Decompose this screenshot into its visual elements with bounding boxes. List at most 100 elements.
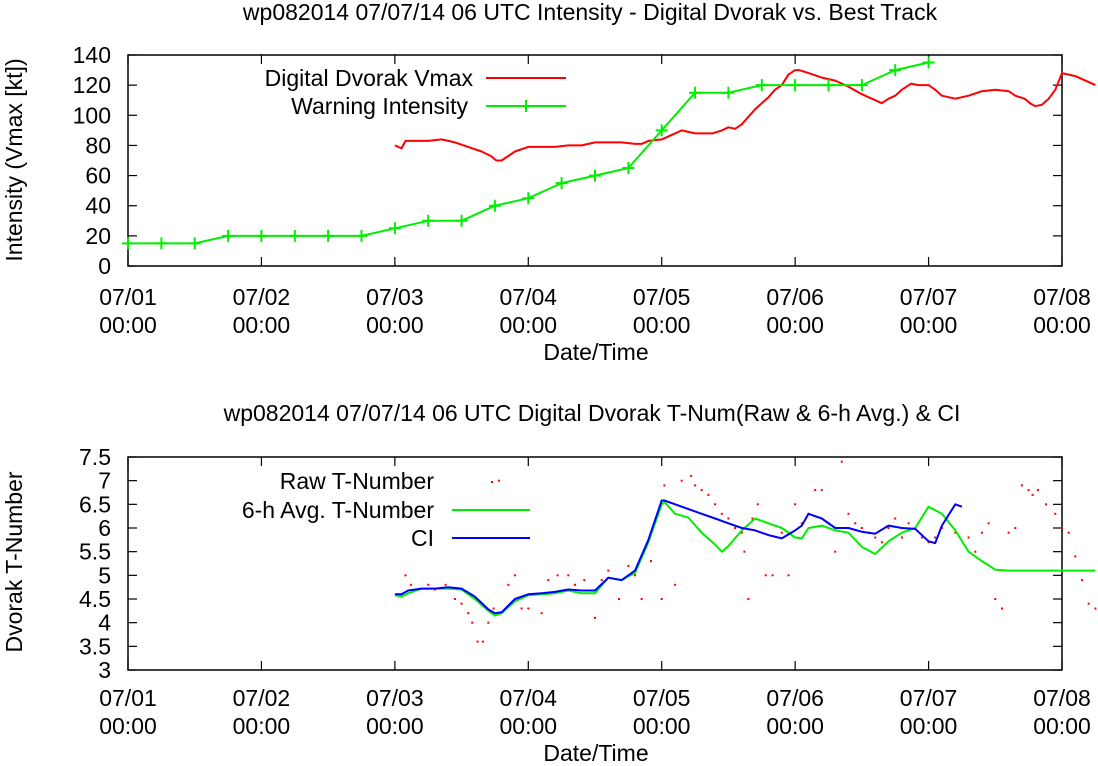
raw-tnumber-point <box>967 536 970 539</box>
x-tick-label-date: 07/08 <box>1033 284 1091 310</box>
raw-tnumber-point <box>707 493 710 496</box>
raw-tnumber-point <box>409 583 412 586</box>
raw-tnumber-point <box>920 536 923 539</box>
raw-tnumber-point <box>1014 527 1017 529</box>
raw-tnumber-point <box>520 607 523 610</box>
raw-tnumber-point <box>714 503 717 506</box>
y-tick-label: 0 <box>98 253 111 279</box>
raw-tnumber-point <box>907 522 910 525</box>
raw-tnumber-point <box>1001 607 1003 610</box>
legend-label-6h-avg: 6-h Avg. T-Number <box>242 497 435 523</box>
series-point-warning-intensity <box>855 79 868 92</box>
raw-tnumber-point <box>747 598 750 600</box>
x-tick-label-date: 07/08 <box>1033 685 1091 711</box>
intensity-axis-ticks: 07/0100:0007/0200:0007/0300:0007/0400:00… <box>73 42 1091 338</box>
series-point-warning-intensity <box>922 56 935 69</box>
raw-tnumber-point <box>634 574 636 577</box>
raw-tnumber-point <box>727 517 730 520</box>
x-tick-label-date: 07/07 <box>900 284 958 310</box>
y-tick-label: 140 <box>73 42 111 68</box>
y-tick-label: 80 <box>85 132 111 158</box>
raw-tnumber-point <box>660 598 663 600</box>
series-point-warning-intensity <box>822 79 835 92</box>
raw-tnumber-point <box>820 489 823 492</box>
x-tick-label-date: 07/05 <box>633 685 691 711</box>
tnumber-series-layer <box>394 460 1097 643</box>
raw-tnumber-point <box>847 512 850 515</box>
x-tick-label-time: 00:00 <box>366 713 424 739</box>
raw-tnumber-point <box>540 612 543 615</box>
raw-tnumber-point <box>567 574 570 577</box>
x-tick-label-time: 00:00 <box>233 312 291 338</box>
series-point-warning-intensity <box>122 237 134 250</box>
raw-tnumber-point <box>874 536 877 539</box>
legend-label-warning-intensity: Warning Intensity <box>291 93 468 119</box>
series-point-warning-intensity <box>488 199 501 212</box>
raw-tnumber-point <box>694 484 697 487</box>
raw-tnumber-point <box>734 527 737 529</box>
intensity-chart: wp082014 07/07/14 06 UTC Intensity - Dig… <box>1 0 1096 365</box>
raw-tnumber-point <box>1031 493 1034 496</box>
legend-label-ci: CI <box>411 525 434 551</box>
series-point-warning-intensity <box>388 222 401 235</box>
raw-tnumber-point <box>481 640 484 643</box>
raw-tnumber-point <box>1061 527 1063 529</box>
y-tick-label: 7.5 <box>79 444 111 470</box>
raw-tnumber-point <box>880 541 883 544</box>
raw-tnumber-point <box>497 479 500 482</box>
raw-tnumber-point <box>756 503 759 506</box>
raw-tnumber-point <box>583 579 586 582</box>
x-tick-label-date: 07/01 <box>99 284 157 310</box>
legend-marker-warning-intensity <box>520 100 532 112</box>
x-tick-label-time: 00:00 <box>1033 312 1091 338</box>
raw-tnumber-point <box>740 531 743 534</box>
raw-tnumber-point <box>453 598 456 600</box>
raw-tnumber-point <box>467 612 470 615</box>
raw-tnumber-point <box>1067 531 1070 534</box>
x-tick-label-time: 00:00 <box>500 312 558 338</box>
series-point-warning-intensity <box>589 169 601 182</box>
series-point-warning-intensity <box>422 214 435 227</box>
raw-tnumber-point <box>650 560 652 563</box>
intensity-legend: Digital Dvorak Vmax Warning Intensity <box>265 65 566 119</box>
tnumber-axis-ticks: 07/0100:0007/0200:0007/0300:0007/0400:00… <box>79 444 1091 739</box>
raw-tnumber-point <box>720 512 723 515</box>
series-point-warning-intensity <box>689 86 702 99</box>
raw-tnumber-point <box>1007 531 1010 534</box>
series-point-warning-intensity <box>355 229 368 242</box>
series-line-warning-intensity <box>128 61 929 245</box>
raw-tnumber-point <box>607 569 610 572</box>
series-point-warning-intensity <box>455 214 468 227</box>
raw-tnumber-point <box>987 522 990 525</box>
y-tick-label: 5 <box>98 562 111 588</box>
series-line-digital-dvorak-vmax <box>394 69 1096 162</box>
x-tick-label-time: 00:00 <box>366 312 424 338</box>
intensity-plot-frame <box>127 54 1063 267</box>
tnumber-chart-ylabel: Dvorak T-Number <box>1 471 27 652</box>
raw-tnumber-point <box>794 503 797 506</box>
x-tick-label-time: 00:00 <box>99 713 157 739</box>
tnumber-chart-title: wp082014 07/07/14 06 UTC Digital Dvorak … <box>223 400 961 426</box>
raw-tnumber-point <box>1027 489 1030 492</box>
x-tick-label-time: 00:00 <box>766 312 824 338</box>
x-tick-label-date: 07/06 <box>766 284 824 310</box>
y-tick-label: 7 <box>98 468 111 494</box>
raw-tnumber-point <box>1045 503 1047 506</box>
raw-tnumber-point <box>492 607 495 610</box>
series-point-warning-intensity <box>789 79 802 92</box>
raw-tnumber-point <box>547 579 550 582</box>
raw-tnumber-point <box>787 574 790 577</box>
x-tick-label-time: 00:00 <box>900 713 958 739</box>
legend-swatch-raw-tnumber <box>491 481 493 483</box>
raw-tnumber-point <box>1094 607 1097 610</box>
raw-tnumber-point <box>594 616 596 619</box>
raw-tnumber-point <box>680 479 683 482</box>
raw-tnumber-point <box>1021 484 1023 487</box>
x-tick-label-time: 00:00 <box>766 713 824 739</box>
intensity-chart-title: wp082014 07/07/14 06 UTC Intensity - Dig… <box>242 0 938 25</box>
raw-tnumber-point <box>574 583 576 586</box>
legend-label-dvorak-vmax: Digital Dvorak Vmax <box>265 65 474 91</box>
x-tick-label-date: 07/06 <box>766 685 824 711</box>
legend-label-raw-tnumber: Raw T-Number <box>280 468 435 494</box>
